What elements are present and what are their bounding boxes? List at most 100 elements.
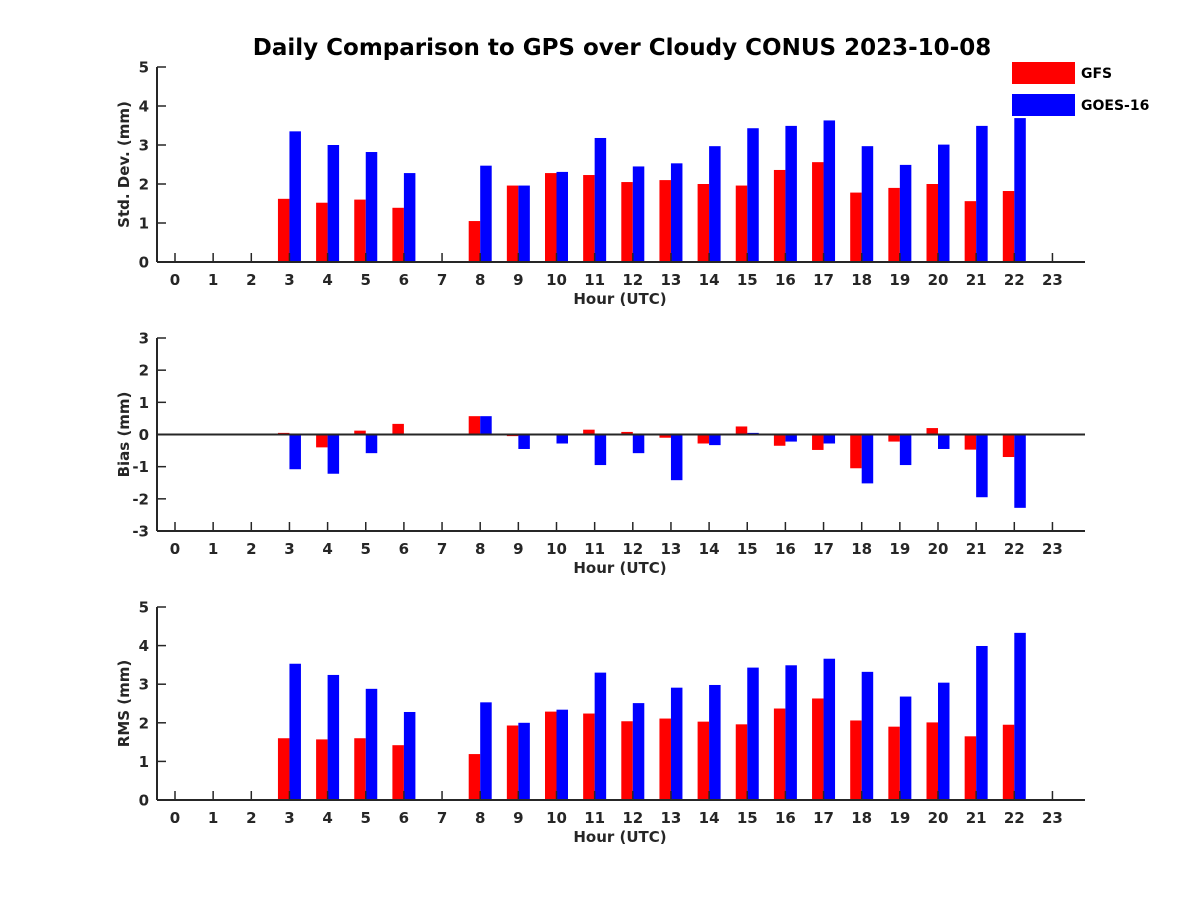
bar-gfs-hour-22 — [1002, 724, 1015, 800]
legend-label: GFS — [1081, 66, 1112, 82]
x-tick-label: 5 — [361, 809, 371, 827]
x-axis-label: Hour (UTC) — [573, 290, 666, 308]
y-axis-label: Std. Dev. (mm) — [115, 101, 133, 228]
y-tick-label: 3 — [139, 137, 149, 155]
x-tick-label: 4 — [322, 271, 332, 289]
bar-goes-16-hour-3 — [289, 663, 301, 800]
x-tick-label: 23 — [1042, 540, 1063, 558]
bar-gfs-hour-12 — [621, 182, 633, 262]
x-tick-label: 0 — [170, 271, 180, 289]
bar-goes-16-hour-3 — [289, 131, 301, 262]
bar-goes-16-hour-19 — [899, 164, 912, 262]
x-tick-label: 9 — [513, 809, 523, 827]
x-tick-label: 0 — [170, 540, 180, 558]
x-tick-label: 19 — [889, 271, 910, 289]
x-tick-label: 2 — [246, 809, 256, 827]
bar-goes-16-hour-11 — [594, 672, 607, 800]
bar-gfs-hour-8 — [468, 221, 481, 262]
bar-gfs-hour-3 — [277, 738, 290, 800]
bar-gfs-hour-5 — [354, 199, 366, 262]
x-tick-label: 1 — [208, 809, 218, 827]
x-tick-label: 20 — [928, 271, 949, 289]
x-tick-label: 19 — [889, 809, 910, 827]
x-tick-label: 8 — [475, 540, 485, 558]
bar-goes-16-hour-17 — [823, 658, 836, 800]
bar-gfs-hour-22 — [1002, 434, 1015, 458]
bar-gfs-hour-14 — [697, 184, 710, 262]
bar-gfs-hour-10 — [545, 711, 557, 800]
bar-goes-16-hour-18 — [861, 146, 874, 262]
x-tick-label: 6 — [399, 809, 409, 827]
bar-gfs-hour-15 — [735, 185, 748, 262]
bar-gfs-hour-13 — [659, 434, 671, 438]
y-tick-label: 0 — [139, 254, 149, 272]
bar-gfs-hour-13 — [659, 180, 671, 262]
bar-goes-16-hour-8 — [480, 702, 492, 800]
x-tick-label: 15 — [737, 809, 758, 827]
bar-gfs-hour-12 — [621, 721, 633, 800]
bar-goes-16-hour-19 — [899, 696, 912, 800]
bar-goes-16-hour-22 — [1014, 118, 1026, 262]
y-tick-label: 4 — [139, 637, 149, 655]
bar-gfs-hour-5 — [354, 738, 366, 800]
bar-gfs-hour-15 — [735, 724, 748, 800]
bar-gfs-hour-11 — [583, 713, 595, 800]
y-tick-label: -1 — [132, 458, 149, 476]
bar-goes-16-hour-5 — [365, 152, 378, 262]
bar-gfs-hour-22 — [1002, 191, 1015, 262]
bar-goes-16-hour-16 — [785, 125, 797, 262]
bar-gfs-hour-20 — [926, 184, 938, 262]
bar-goes-16-hour-21 — [976, 125, 988, 262]
x-tick-label: 17 — [813, 540, 834, 558]
y-tick-label: 1 — [139, 394, 149, 412]
bar-gfs-hour-15 — [735, 426, 748, 435]
bar-goes-16-hour-15 — [747, 667, 759, 800]
bar-goes-16-hour-14 — [709, 146, 721, 262]
x-tick-label: 10 — [546, 809, 567, 827]
bar-gfs-hour-17 — [812, 698, 824, 800]
x-tick-label: 3 — [284, 809, 294, 827]
bar-goes-16-hour-22 — [1014, 434, 1026, 508]
bar-goes-16-hour-10 — [556, 171, 568, 262]
x-tick-label: 23 — [1042, 271, 1063, 289]
y-tick-label: 1 — [139, 753, 149, 771]
x-tick-label: 10 — [546, 540, 567, 558]
bar-goes-16-hour-9 — [518, 185, 530, 262]
y-tick-label: 2 — [139, 362, 149, 380]
x-tick-label: 16 — [775, 271, 796, 289]
x-tick-label: 11 — [584, 809, 605, 827]
bar-gfs-hour-8 — [468, 416, 481, 435]
bar-goes-16-hour-14 — [709, 684, 721, 800]
bar-gfs-hour-11 — [583, 429, 595, 435]
bar-goes-16-hour-12 — [632, 166, 645, 262]
x-tick-label: 6 — [399, 271, 409, 289]
x-tick-label: 17 — [813, 271, 834, 289]
x-tick-label: 2 — [246, 540, 256, 558]
x-tick-label: 1 — [208, 540, 218, 558]
bar-gfs-hour-3 — [277, 198, 290, 262]
y-tick-label: 5 — [139, 599, 149, 617]
bar-goes-16-hour-17 — [823, 120, 836, 263]
legend-swatch-gfs — [1012, 62, 1075, 84]
x-tick-label: 4 — [322, 809, 332, 827]
bar-gfs-hour-4 — [316, 434, 328, 448]
x-tick-label: 15 — [737, 271, 758, 289]
x-tick-label: 1 — [208, 271, 218, 289]
x-tick-label: 6 — [399, 540, 409, 558]
bar-gfs-hour-21 — [964, 736, 977, 800]
x-tick-label: 12 — [622, 540, 643, 558]
x-tick-label: 21 — [966, 271, 987, 289]
bar-goes-16-hour-20 — [938, 434, 950, 449]
bar-goes-16-hour-5 — [365, 688, 378, 800]
bar-goes-16-hour-10 — [556, 709, 568, 800]
bar-goes-16-hour-20 — [938, 144, 950, 262]
x-tick-label: 14 — [699, 271, 720, 289]
x-tick-label: 4 — [322, 540, 332, 558]
y-tick-label: 1 — [139, 215, 149, 233]
x-tick-label: 16 — [775, 540, 796, 558]
bar-gfs-hour-20 — [926, 428, 938, 435]
bar-gfs-hour-12 — [621, 431, 633, 435]
